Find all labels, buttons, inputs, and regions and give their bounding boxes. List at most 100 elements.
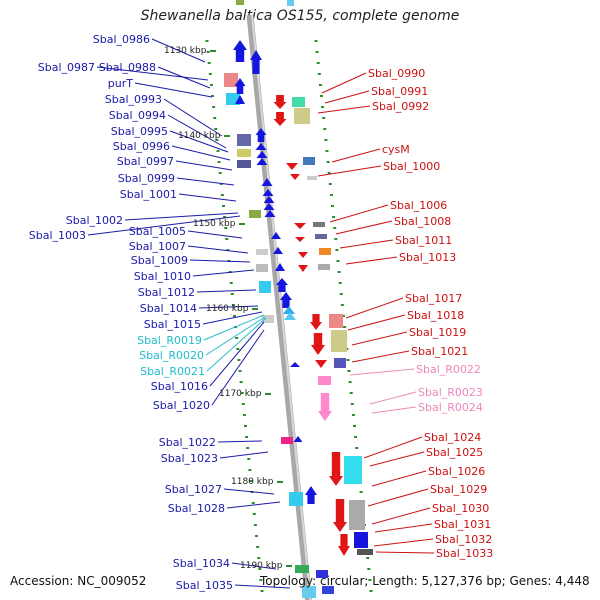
tick-mark (339, 293, 343, 295)
tick-mark (314, 40, 318, 42)
leader-line (369, 451, 425, 467)
gene-arrow-down (329, 452, 343, 486)
leader-line (367, 488, 429, 507)
left-label: Sbal_1023 (161, 452, 218, 465)
tick-mark (237, 359, 241, 361)
tick-mark (241, 403, 245, 405)
tick-mark (247, 458, 251, 460)
leader-line (211, 329, 265, 406)
right-label: Sbal_1031 (434, 518, 491, 531)
gene-arrow-up (280, 292, 292, 308)
scale-label: 1170 kbp (219, 389, 262, 399)
gene-box (295, 565, 309, 573)
label-leader-lines (87, 38, 435, 589)
tick-mark (246, 447, 250, 449)
leader-line (198, 305, 259, 309)
tick-mark (369, 590, 373, 592)
tick-mark (351, 414, 355, 416)
right-label: Sbal_1013 (399, 251, 456, 264)
right-label: Sbal_1017 (405, 292, 462, 305)
tick-mark (259, 579, 263, 581)
gene-box (316, 570, 328, 578)
leader-line (192, 269, 255, 277)
gene-arrow-up (305, 486, 317, 504)
tick-mark (205, 40, 209, 42)
right-label: Sbal_1000 (383, 160, 440, 173)
gene-box (334, 358, 346, 368)
leader-line (187, 230, 243, 239)
leader-line (373, 538, 434, 547)
gene-box (249, 210, 261, 218)
right-label: Sbal_1033 (436, 547, 493, 560)
left-labels: Sbal_0986 Sbal_0987 Sbal_0988 purT Sbal_0993… (29, 33, 233, 592)
left-label: Sbal_0987 (38, 61, 95, 74)
left-label: Sbal_0986 (93, 33, 150, 46)
leader-line (374, 523, 433, 533)
leader-line (203, 314, 265, 341)
leader-line (189, 259, 251, 263)
gene-arrow-down (315, 360, 327, 368)
tick-mark (224, 227, 228, 229)
tick-mark (353, 425, 356, 427)
right-label: Sbal_0990 (368, 67, 425, 80)
tick-mark (225, 238, 229, 240)
tick-mark (343, 326, 347, 328)
leader-line (351, 331, 408, 346)
left-label: Sbal_0994 (109, 109, 166, 122)
left-label: Sbal_1020 (153, 399, 210, 412)
right-label: Sbal_1030 (432, 502, 489, 515)
tick-mark (255, 535, 258, 537)
leader-line (169, 130, 229, 153)
tick-mark (329, 194, 333, 196)
tick-mark (245, 436, 249, 438)
tick-mark (249, 480, 253, 482)
tick-mark (220, 194, 224, 196)
leader-line (209, 321, 265, 387)
tick-mark (226, 249, 230, 251)
gene-arrow-up (276, 278, 288, 292)
scale-tick (224, 135, 230, 137)
gene-arrow-up (233, 40, 247, 62)
scale-label: 1180 kbp (231, 477, 274, 487)
tick-mark (359, 491, 363, 493)
gene-box (303, 157, 315, 165)
gene-box (292, 97, 305, 107)
leader-line (202, 311, 263, 325)
gene-arrow-up (273, 247, 283, 254)
left-label: Sbal_R0020 (139, 349, 204, 362)
right-label: Sbal_R0024 (418, 401, 483, 414)
tick-mark (236, 348, 240, 350)
tick-mark (355, 447, 359, 449)
tick-mark (240, 392, 244, 394)
gene-box (318, 264, 330, 270)
tick-mark (206, 51, 210, 53)
tick-mark (342, 315, 345, 317)
tick-mark (315, 51, 319, 53)
scale-label: 1160 kbp (206, 304, 249, 314)
left-label: Sbal_0997 (117, 155, 174, 168)
right-label: Sbal_1011 (395, 234, 452, 247)
right-label: Sbal_R0023 (418, 386, 483, 399)
gene-arrow-up (250, 50, 262, 74)
left-label: Sbal_1014 (140, 302, 197, 315)
scale-tick (286, 565, 292, 567)
tick-mark (233, 315, 236, 317)
gene-arrow-down (298, 252, 308, 258)
leader-line (345, 256, 398, 265)
tick-mark (256, 546, 260, 548)
gene-arrow-up (290, 362, 300, 367)
gene-arrow-up (256, 151, 268, 158)
gene-arrow-up (255, 128, 267, 142)
right-label: Sbal_0991 (371, 85, 428, 98)
right-label: Sbal_1024 (424, 431, 481, 444)
gene-arrow-up (255, 143, 267, 150)
gene-box (287, 0, 294, 6)
gene-arrow-up (234, 78, 246, 94)
tick-mark (328, 183, 332, 185)
gene-box (354, 532, 368, 548)
left-label: Sbal_0995 (111, 125, 168, 138)
gene-box (315, 234, 327, 239)
gene-box (237, 149, 251, 157)
leader-line (196, 289, 257, 293)
tick-mark (367, 568, 371, 570)
